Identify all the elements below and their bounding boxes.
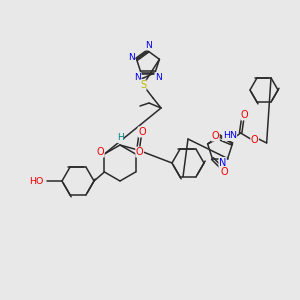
Text: H: H bbox=[117, 134, 123, 142]
Text: HN: HN bbox=[223, 131, 237, 140]
Text: O: O bbox=[138, 127, 146, 137]
Text: O: O bbox=[136, 147, 143, 157]
Text: N: N bbox=[134, 73, 141, 82]
Text: S: S bbox=[140, 80, 146, 90]
Text: O: O bbox=[97, 147, 104, 157]
Text: N: N bbox=[219, 158, 226, 167]
Text: HO: HO bbox=[29, 176, 43, 185]
Text: O: O bbox=[220, 167, 228, 176]
Text: N: N bbox=[155, 73, 162, 82]
Text: N: N bbox=[145, 41, 152, 50]
Text: O: O bbox=[251, 135, 258, 145]
Text: O: O bbox=[212, 131, 219, 141]
Text: O: O bbox=[241, 110, 248, 120]
Text: N: N bbox=[128, 53, 135, 62]
